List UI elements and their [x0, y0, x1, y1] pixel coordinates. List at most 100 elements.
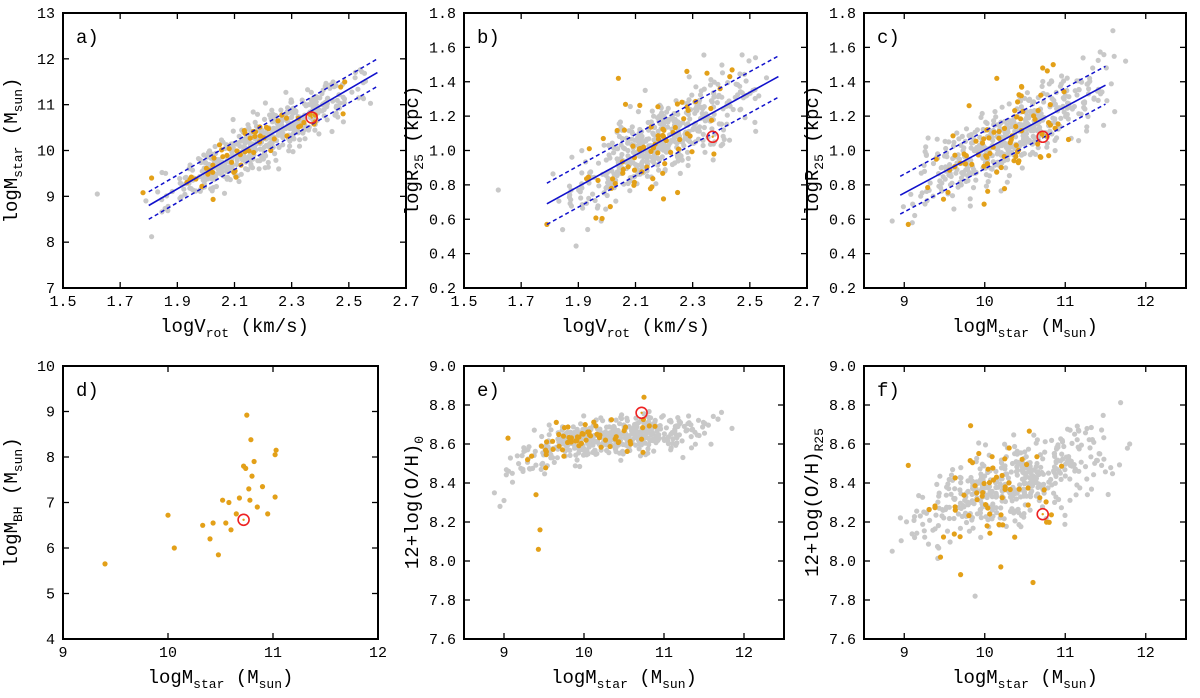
gray-point [617, 450, 623, 456]
gray-point [994, 509, 1000, 516]
x-tick-label: 2.7 [793, 294, 820, 311]
orange-point [234, 148, 240, 154]
orange-point [620, 166, 626, 173]
gray-point [951, 139, 957, 145]
orange-point [1015, 99, 1021, 105]
gray-point [739, 90, 745, 96]
gray-point [700, 142, 706, 149]
orange-point [987, 530, 993, 536]
gray-point [1084, 124, 1090, 130]
orange-point [677, 136, 683, 143]
orange-point [140, 190, 146, 196]
gray-point [1064, 111, 1070, 117]
orange-point [576, 443, 582, 449]
orange-point [636, 146, 643, 153]
x-axis-label: logVrot (km/s) [561, 316, 710, 341]
gray-point [209, 188, 215, 194]
orange-point [637, 102, 643, 108]
orange-point [1052, 125, 1058, 131]
x-tick-label: 12 [1137, 294, 1155, 311]
orange-point [932, 505, 938, 511]
gray-point [752, 95, 758, 102]
gray-point [627, 188, 633, 194]
gray-point [243, 166, 249, 172]
gray-point [625, 180, 631, 187]
gray-point [319, 108, 325, 114]
gray-point [578, 195, 584, 201]
gray-point [941, 515, 947, 521]
orange-point [991, 129, 997, 135]
gray-point [1004, 471, 1010, 477]
gray-point [555, 436, 561, 442]
gray-point [576, 450, 582, 456]
gray-point [697, 92, 704, 98]
gray-point [619, 151, 625, 158]
gray-point [921, 162, 927, 168]
gray-point [592, 197, 598, 204]
orange-point [963, 153, 969, 159]
gray-point [968, 474, 974, 481]
gray-point [974, 511, 981, 517]
gray-point [519, 453, 525, 459]
orange-point [952, 475, 958, 481]
gray-point [1086, 86, 1092, 92]
orange-point [200, 522, 206, 528]
gray-point [914, 530, 920, 536]
gray-point [730, 106, 736, 113]
gray-point [276, 166, 282, 172]
gray-point [719, 70, 726, 76]
gray-point [1052, 499, 1058, 505]
gray-point [1009, 506, 1015, 512]
gray-point [554, 455, 561, 461]
gray-point [698, 88, 704, 94]
x-tick-label: 2.7 [392, 294, 419, 311]
plot-area [889, 28, 1129, 227]
orange-point [614, 127, 620, 134]
y-tick-label: 0.8 [829, 178, 856, 195]
orange-point [550, 446, 556, 452]
y-tick-label: 9.0 [429, 359, 456, 376]
gray-point [1059, 437, 1065, 443]
gray-point [340, 119, 346, 125]
gray-point [1099, 427, 1105, 433]
orange-point [529, 453, 535, 459]
orange-point [1041, 487, 1047, 493]
y-tick-label: 7.6 [829, 632, 856, 649]
gray-point [670, 436, 676, 442]
gray-point [1045, 470, 1052, 476]
gray-point [654, 428, 660, 434]
gray-point [651, 137, 657, 143]
gray-point [968, 157, 974, 163]
gray-point [1042, 449, 1048, 455]
y-tick-label: 1.2 [829, 109, 856, 126]
gray-point [1079, 79, 1085, 85]
gray-point [990, 504, 996, 510]
gray-point [937, 178, 943, 184]
orange-point [233, 174, 239, 180]
gray-point [308, 89, 314, 95]
gray-point [609, 140, 615, 146]
orange-point [1001, 186, 1008, 192]
orange-point [675, 189, 681, 196]
fit-lower-band [546, 96, 779, 226]
gray-point [1049, 437, 1055, 443]
gray-point [938, 165, 944, 171]
gray-point [1084, 81, 1090, 87]
gray-point [509, 479, 516, 485]
gray-point [645, 446, 651, 452]
gray-point [702, 421, 708, 427]
gray-point [921, 528, 927, 534]
gray-point [700, 131, 706, 137]
gray-point [1019, 476, 1025, 482]
gray-point [1058, 476, 1064, 482]
gray-point [1095, 57, 1101, 64]
gray-point [737, 71, 743, 77]
gray-point [521, 445, 527, 451]
gray-point [1080, 55, 1086, 61]
gray-point [278, 107, 284, 113]
gray-point [149, 234, 155, 240]
gray-point [659, 110, 665, 116]
gray-point [976, 440, 982, 446]
y-tick-label: 7.8 [829, 593, 856, 610]
